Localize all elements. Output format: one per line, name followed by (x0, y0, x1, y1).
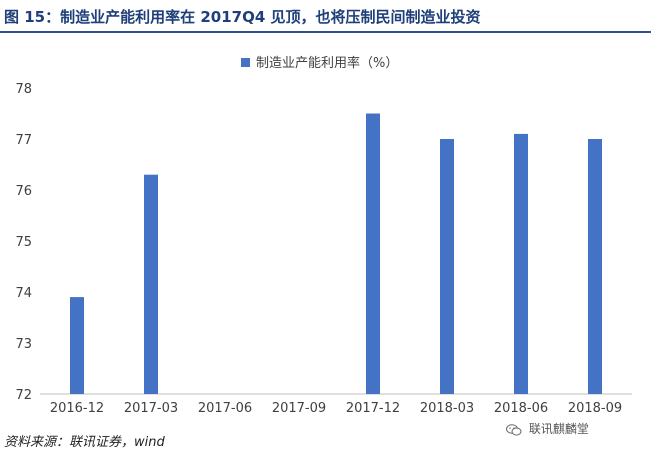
y-tick-label: 76 (15, 184, 32, 199)
watermark-text: 联讯麒麟堂 (528, 422, 589, 436)
watermark: 联讯麒麟堂 (506, 420, 589, 437)
bar-chart: 制造业产能利用率（%） 72 73 74 75 76 77 78 2016-12 2017-0… (15, 55, 632, 416)
x-tick-label: 2016-12 (50, 401, 104, 416)
figure-title: 图 15：制造业产能利用率在 2017Q4 见顶，也将压制民间制造业投资 (4, 8, 481, 26)
x-tick-label: 2018-06 (494, 401, 548, 416)
bar-2018-03 (440, 139, 454, 394)
x-tick-label: 2018-03 (420, 401, 474, 416)
bar-2017-12 (366, 113, 380, 394)
wechat-icon (506, 423, 522, 435)
bar-2017-03 (144, 174, 158, 394)
y-tick-label: 73 (15, 337, 32, 352)
bars (70, 113, 602, 394)
y-tick-label: 74 (15, 286, 32, 301)
chart-area: 制造业产能利用率（%） 72 73 74 75 76 77 78 2016-12 2017-0… (0, 36, 651, 418)
x-tick-label: 2017-06 (198, 401, 252, 416)
y-tick-label: 77 (15, 133, 32, 148)
bar-2018-06 (514, 133, 528, 394)
bar-2018-09 (588, 139, 602, 394)
x-axis: 2016-12 2017-03 2017-06 2017-09 2017-12 2018-… (40, 393, 632, 416)
legend-label: 制造业产能利用率（%） (256, 55, 398, 71)
y-axis: 72 73 74 75 76 77 78 (15, 82, 32, 403)
x-tick-label: 2018-09 (568, 401, 622, 416)
y-tick-label: 72 (15, 388, 32, 403)
y-tick-label: 75 (15, 235, 32, 250)
x-tick-label: 2017-03 (124, 401, 178, 416)
x-tick-label: 2017-09 (272, 401, 326, 416)
source-note: 资料来源：联讯证券，wind (4, 435, 165, 450)
title-bar: 图 15：制造业产能利用率在 2017Q4 见顶，也将压制民间制造业投资 (0, 0, 651, 33)
x-tick-label: 2017-12 (346, 401, 400, 416)
bar-2016-12 (70, 297, 84, 394)
legend-swatch (241, 58, 250, 67)
legend: 制造业产能利用率（%） (241, 55, 398, 71)
y-tick-label: 78 (15, 82, 32, 97)
